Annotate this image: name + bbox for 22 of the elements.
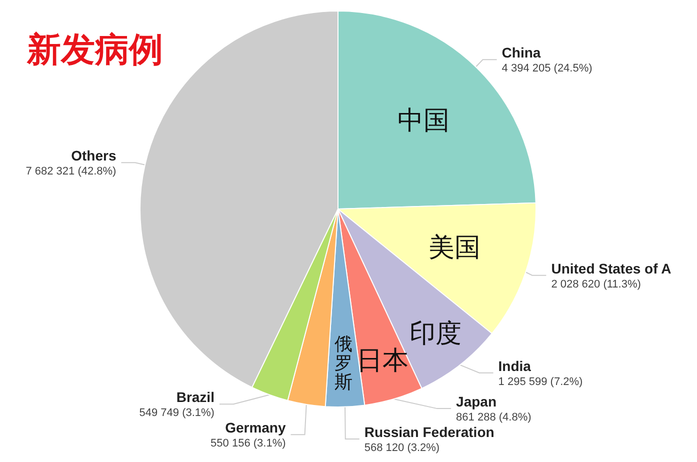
text: 中国: [397, 106, 450, 136]
data-label: 4 394 205 (24.5%): [502, 62, 592, 75]
data-label: 568 120 (3.2%): [364, 442, 440, 454]
text: 日本: [356, 346, 409, 376]
data-label: 861 288 (4.8%): [456, 412, 532, 424]
text: 美国: [428, 233, 480, 264]
text: 新发病例: [26, 30, 163, 70]
data-label: 550 156 (3.1%): [210, 438, 286, 450]
data-label: 7 682 321 (42.8%): [26, 166, 116, 178]
slice-label: Germany: [225, 420, 286, 436]
slice-label: Russian Federation: [364, 424, 494, 440]
slice-label: Brazil: [176, 389, 214, 406]
slice-label: China: [502, 44, 541, 61]
text: 印度: [410, 318, 462, 349]
slice-label: Others: [71, 148, 116, 164]
data-label: 1 295 599 (7.2%): [498, 376, 583, 388]
slice-label: Japan: [456, 394, 497, 410]
text: 俄罗斯: [334, 334, 352, 393]
slice-label: India: [498, 358, 532, 374]
slice-label: United States of A: [551, 260, 672, 276]
data-label: 2 028 620 (11.3%): [551, 278, 641, 290]
data-label: 549 749 (3.1%): [139, 407, 214, 420]
